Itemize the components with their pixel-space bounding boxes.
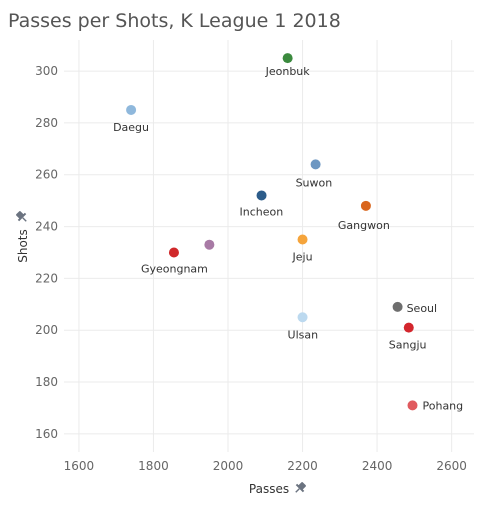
y-tick-label: 200 (35, 323, 58, 337)
y-tick-label: 180 (35, 375, 58, 389)
y-tick-label: 280 (35, 116, 58, 130)
x-axis-title: Passes (249, 482, 289, 496)
data-labels: Jeonbuk Daegu Suwon Incheon Gangwon Jeju Gyeon… (113, 65, 463, 412)
data-label: Daegu (113, 121, 149, 134)
x-tick-label: 1600 (64, 459, 95, 473)
y-tick-label: 240 (35, 220, 58, 234)
data-point[interactable] (204, 239, 215, 250)
y-axis-title: Shots (16, 229, 30, 263)
y-tick-label: 160 (35, 427, 58, 441)
data-point[interactable] (310, 159, 321, 170)
data-point[interactable] (126, 104, 137, 115)
data-point[interactable] (297, 234, 308, 245)
y-tick-label: 300 (35, 64, 58, 78)
data-label: Jeju (292, 251, 313, 264)
data-point[interactable] (403, 322, 414, 333)
data-point[interactable] (360, 200, 371, 211)
data-point[interactable] (256, 190, 267, 201)
x-tick-label: 2200 (287, 459, 318, 473)
data-label: Gangwon (338, 219, 390, 232)
data-point[interactable] (297, 312, 308, 323)
data-point[interactable] (407, 400, 418, 411)
data-label: Pohang (423, 399, 464, 412)
axis-ticks: 1600 1800 2000 2200 2400 2600 160 180 200 220 240 2… (35, 64, 467, 473)
x-axis-pin-icon[interactable] (292, 480, 308, 496)
gridlines (64, 40, 474, 452)
y-tick-label: 220 (35, 271, 58, 285)
x-tick-label: 2600 (436, 459, 467, 473)
data-label: Jeonbuk (265, 65, 311, 78)
data-label: Ulsan (288, 328, 319, 341)
data-point[interactable] (168, 247, 179, 258)
data-label: Suwon (296, 176, 333, 189)
data-label: Incheon (240, 205, 284, 218)
x-tick-label: 1800 (138, 459, 169, 473)
chart-title: Passes per Shots, K League 1 2018 (8, 10, 341, 32)
y-axis-pin-icon[interactable] (14, 209, 30, 225)
x-tick-label: 2000 (213, 459, 244, 473)
data-label: Sangju (389, 339, 427, 352)
x-tick-label: 2400 (362, 459, 393, 473)
data-point[interactable] (392, 301, 403, 312)
data-label: Gyeongnam (141, 262, 208, 275)
y-tick-label: 260 (35, 168, 58, 182)
data-points (126, 53, 418, 411)
data-label: Seoul (407, 302, 438, 315)
data-point[interactable] (282, 53, 293, 64)
